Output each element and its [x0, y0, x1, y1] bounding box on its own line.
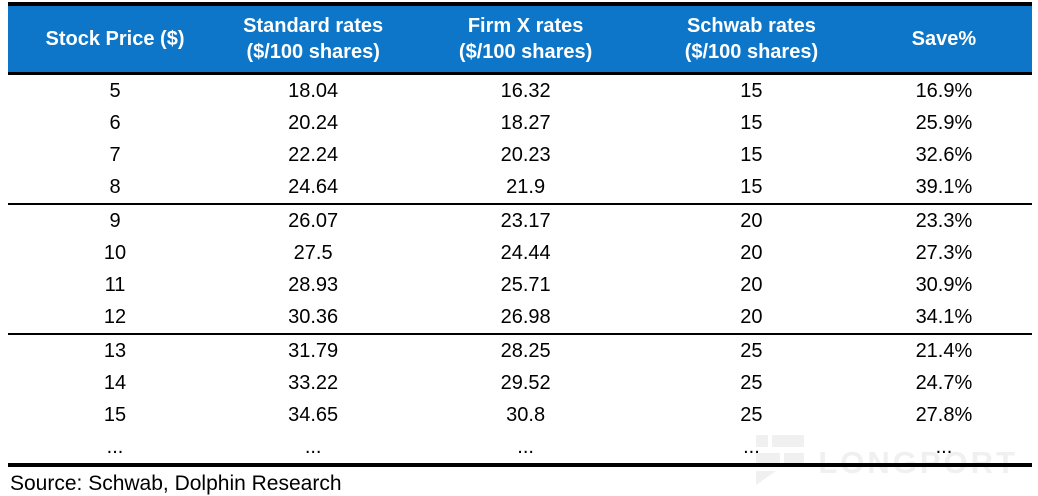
cell-save: 23.3%: [915, 209, 973, 232]
longport-watermark: LONGPORT: [748, 435, 1018, 490]
table-row: 8 24.64 21.9 15 39.1%: [8, 171, 1032, 205]
cell-firmx: ...: [517, 435, 534, 458]
cell-price: 10: [103, 241, 127, 264]
cell-save: 21.4%: [915, 339, 973, 362]
cell-price: 14: [103, 371, 127, 394]
table-row: 6 20.24 18.27 15 25.9%: [8, 107, 1032, 139]
col-header-firmx-rates: Firm X rates ($/100 shares): [404, 4, 647, 75]
cell-firmx: 25.71: [500, 273, 551, 296]
longport-watermark-text: LONGPORT: [818, 444, 1018, 480]
table-row: 15 34.65 30.8 25 27.8%: [8, 399, 1032, 431]
col-header-line1: Save%: [911, 28, 977, 50]
cell-save: 30.9%: [915, 273, 973, 296]
cell-standard: 30.36: [222, 301, 405, 335]
cell-firmx: 30.8: [506, 403, 546, 426]
cell-schwab: 15: [740, 79, 763, 102]
cell-price: ...: [106, 435, 124, 458]
cell-save: 34.1%: [855, 301, 1032, 335]
col-header-line1: Firm X rates: [467, 15, 584, 37]
col-header-line2: ($/100 shares): [246, 41, 380, 63]
cell-save: 27.8%: [915, 403, 973, 426]
cell-save: 24.7%: [915, 371, 973, 394]
cell-price: 15: [103, 403, 127, 426]
rates-table: Stock Price ($) Standard rates ($/100 sh…: [8, 2, 1032, 467]
table-row: 5 18.04 16.32 15 16.9%: [8, 74, 1032, 108]
cell-schwab: 15: [646, 171, 856, 205]
table-body: 5 18.04 16.32 15 16.9% 6 20.24 18.27 15 25.9% 7 22.…: [8, 74, 1032, 466]
cell-schwab: 20: [740, 273, 763, 296]
col-header-standard-rates: Standard rates ($/100 shares): [222, 4, 405, 75]
cell-price: 9: [109, 209, 121, 232]
cell-save: 16.9%: [915, 79, 973, 102]
cell-standard: 31.79: [288, 339, 339, 362]
cell-standard: 28.93: [288, 273, 339, 296]
cell-standard: 18.04: [288, 79, 339, 102]
col-header-line2: ($/100 shares): [458, 41, 593, 63]
cell-firmx: 26.98: [404, 301, 647, 335]
cell-firmx: 18.27: [500, 111, 551, 134]
cell-save: 25.9%: [915, 111, 973, 134]
table-row: 14 33.22 29.52 25 24.7%: [8, 367, 1032, 399]
cell-schwab: 15: [740, 111, 763, 134]
cell-firmx: 23.17: [500, 209, 551, 232]
cell-save: 32.6%: [915, 143, 973, 166]
col-header-line1: Standard rates: [243, 15, 384, 37]
table-row: 11 28.93 25.71 20 30.9%: [8, 269, 1032, 301]
cell-firmx: 24.44: [500, 241, 551, 264]
cell-firmx: 21.9: [404, 171, 647, 205]
table-row: ...............: [8, 431, 1032, 465]
cell-standard: 34.65: [288, 403, 339, 426]
col-header-stock-price: Stock Price ($): [8, 4, 223, 75]
cell-schwab: 20: [646, 301, 856, 335]
cell-schwab: 25: [740, 371, 763, 394]
cell-price: 12: [8, 301, 223, 335]
col-header-save-percent: Save%: [855, 4, 1032, 75]
cell-standard: 27.5: [293, 241, 333, 264]
table-row: 10 27.5 24.44 20 27.3%: [8, 237, 1032, 269]
cell-schwab: 25: [740, 339, 763, 362]
cell-save: 27.3%: [915, 241, 973, 264]
cell-schwab: 15: [740, 143, 763, 166]
source-caption: Source: Schwab, Dolphin Research: [10, 472, 342, 495]
table-row: 9 26.07 23.17 20 23.3%: [8, 204, 1032, 237]
cell-price: 11: [104, 273, 126, 296]
cell-schwab: ...: [743, 435, 760, 458]
col-header-line1: Schwab rates: [686, 15, 816, 37]
cell-firmx: 20.23: [500, 143, 551, 166]
cell-price: 13: [103, 339, 127, 362]
cell-firmx: 16.32: [500, 79, 551, 102]
cell-firmx: 28.25: [500, 339, 551, 362]
table-header: Stock Price ($) Standard rates ($/100 sh…: [8, 4, 1032, 75]
cell-schwab: 20: [740, 209, 763, 232]
cell-schwab: 20: [740, 241, 763, 264]
cell-standard: 22.24: [288, 143, 339, 166]
cell-standard: 26.07: [288, 209, 339, 232]
cell-price: 5: [109, 79, 121, 102]
col-header-line2: ($/100 shares): [684, 41, 819, 63]
cell-firmx: 29.52: [500, 371, 551, 394]
cell-standard: 24.64: [222, 171, 405, 205]
table-row: 7 22.24 20.23 15 32.6%: [8, 139, 1032, 171]
col-header-schwab-rates: Schwab rates ($/100 shares): [646, 4, 856, 75]
cell-standard: ...: [304, 435, 322, 458]
cell-price: 7: [109, 143, 121, 166]
col-header-line1: Stock Price ($): [45, 28, 185, 50]
cell-price: 8: [8, 171, 223, 205]
cell-price: 6: [109, 111, 121, 134]
cell-standard: 33.22: [288, 371, 339, 394]
table-row: 12 30.36 26.98 20 34.1%: [8, 301, 1032, 335]
cell-standard: 20.24: [288, 111, 339, 134]
table-row: 13 31.79 28.25 25 21.4%: [8, 334, 1032, 367]
header-row: Stock Price ($) Standard rates ($/100 sh…: [8, 4, 1032, 75]
cell-schwab: 25: [740, 403, 763, 426]
rates-table-wrap: Stock Price ($) Standard rates ($/100 sh…: [8, 2, 1032, 467]
cell-save: ...: [935, 435, 953, 458]
cell-save: 39.1%: [855, 171, 1032, 205]
